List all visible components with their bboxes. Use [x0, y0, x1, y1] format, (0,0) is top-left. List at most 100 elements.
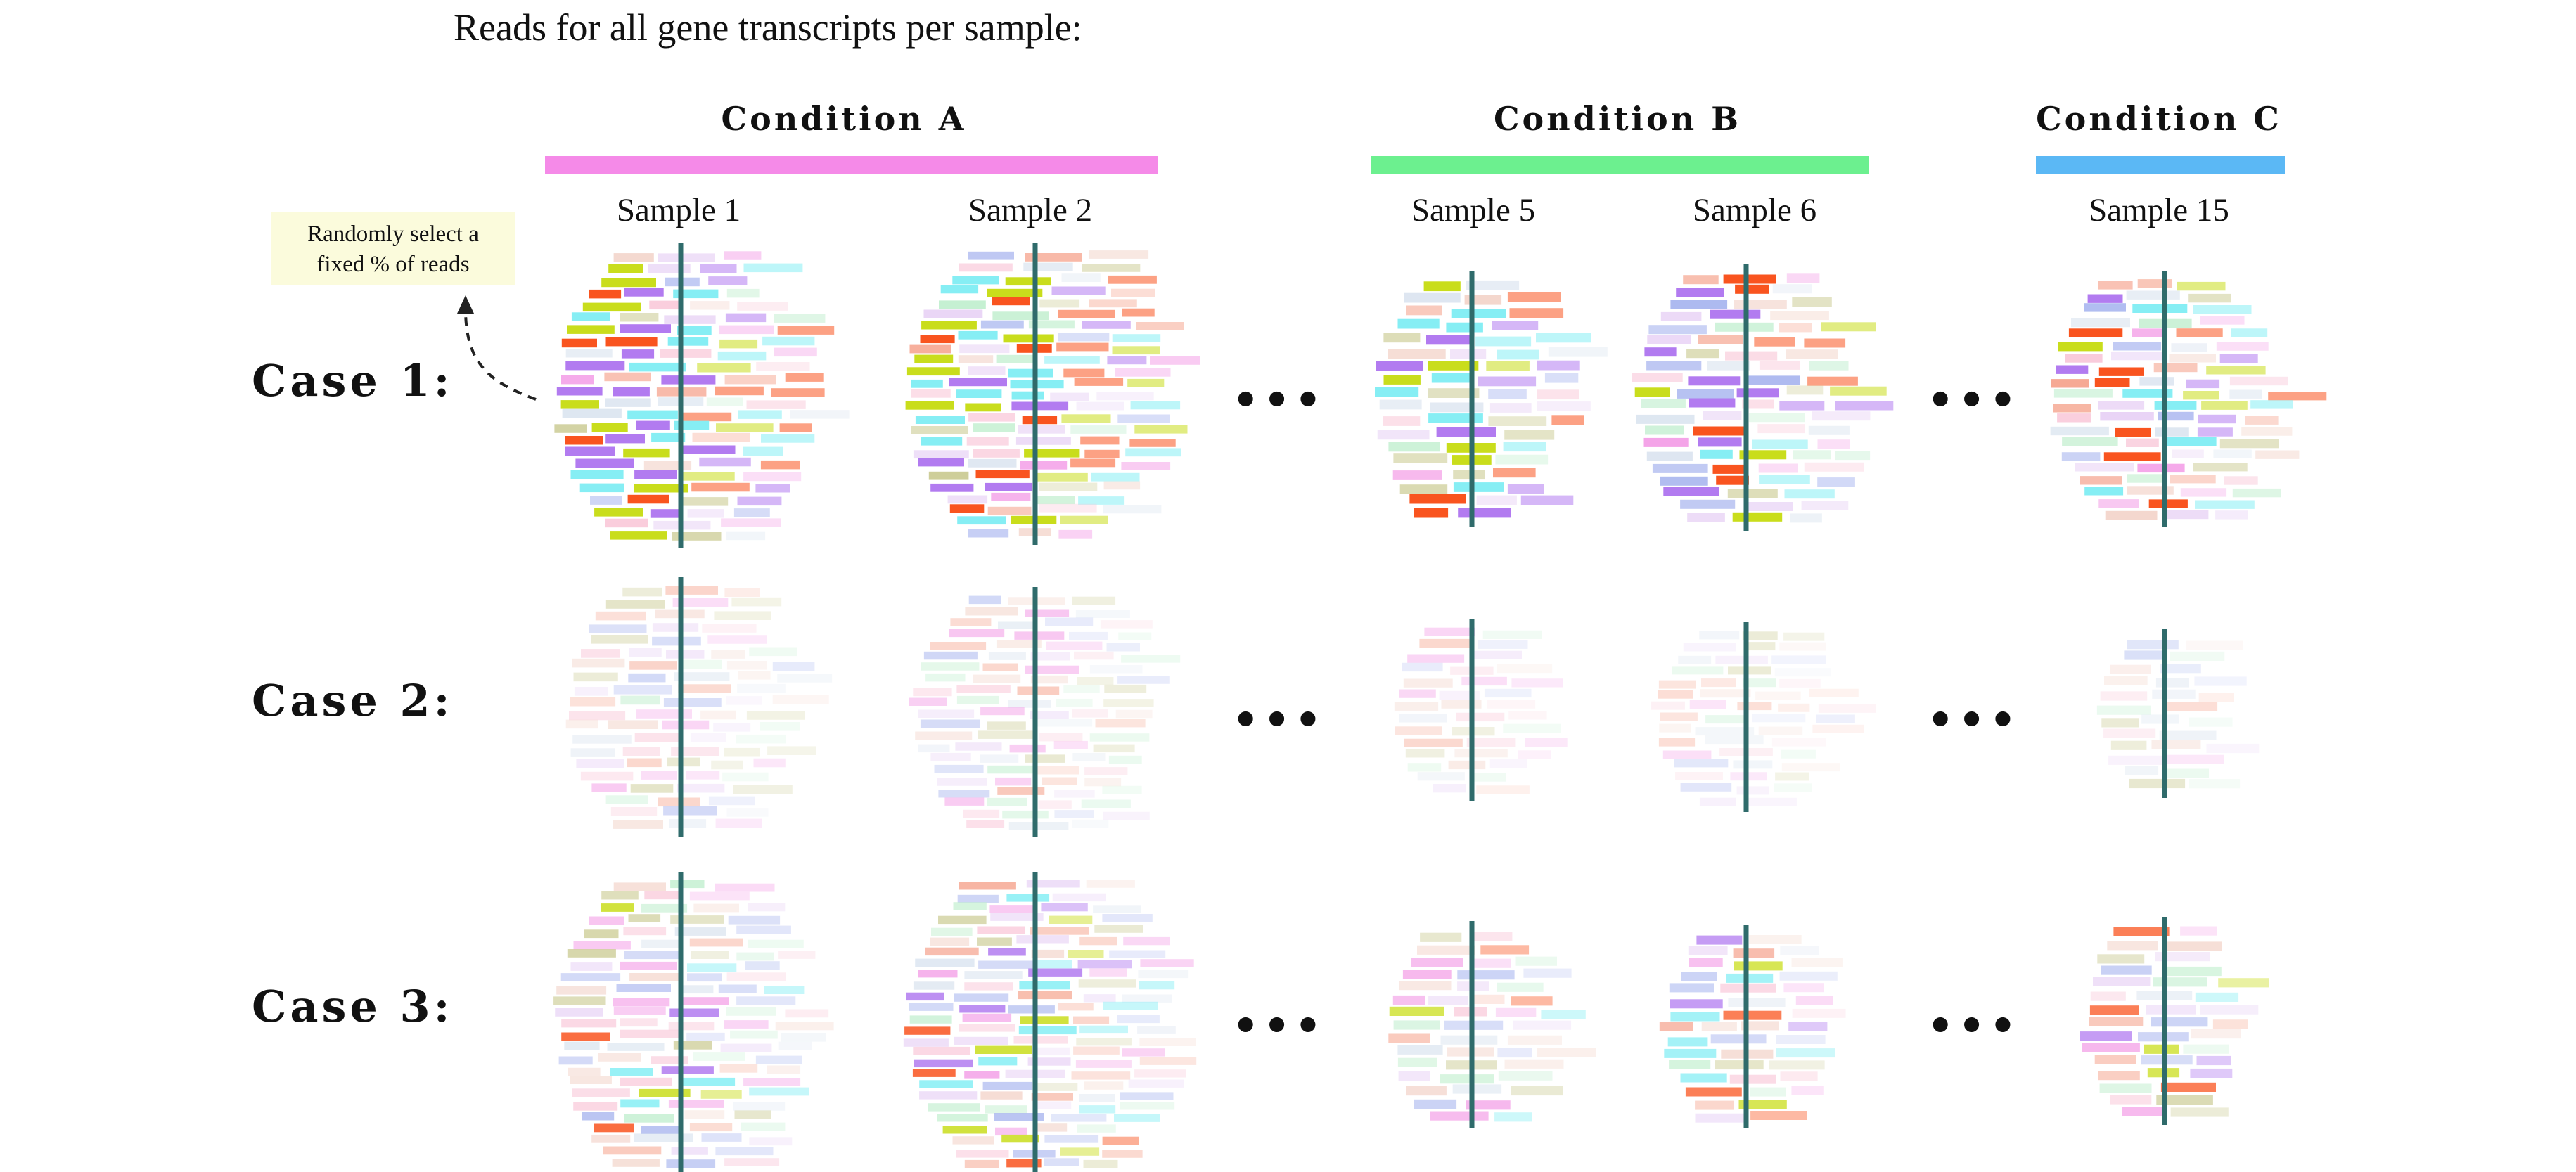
read-bar — [980, 754, 1019, 763]
read-bar — [701, 1133, 742, 1142]
read-bar — [613, 1006, 666, 1015]
read-bar — [920, 719, 980, 728]
read-bar — [1018, 1026, 1077, 1035]
read-bar — [746, 400, 806, 409]
read-bar — [674, 927, 726, 936]
read-bar — [1476, 785, 1530, 794]
read-bar — [1030, 675, 1068, 684]
read-bar — [2113, 342, 2162, 351]
read-bar — [726, 661, 767, 670]
read-bar — [1733, 948, 1775, 958]
read-bar — [574, 687, 608, 696]
read-bar — [921, 321, 977, 330]
read-bar — [918, 709, 975, 718]
read-bar — [2190, 1068, 2233, 1078]
read-bar — [1669, 1060, 1711, 1069]
read-bar — [601, 903, 634, 912]
read-bar — [1659, 1022, 1693, 1031]
read-bar — [940, 285, 979, 294]
read-bar — [1728, 666, 1771, 675]
read-bar — [1537, 401, 1591, 411]
read-bar — [1670, 999, 1723, 1009]
read-bar — [1687, 513, 1725, 522]
read-bar — [1405, 749, 1445, 758]
read-bar — [1082, 264, 1141, 272]
read-bar — [2153, 977, 2207, 987]
read-bar — [973, 674, 1021, 683]
read-bar — [1037, 960, 1072, 969]
sample-read-cluster — [1632, 264, 1894, 531]
read-bar — [2250, 400, 2293, 409]
read-bar — [1072, 709, 1108, 718]
read-bar — [1495, 1007, 1537, 1017]
read-bar — [745, 961, 780, 970]
read-bar — [1139, 981, 1175, 990]
read-bar — [624, 288, 664, 297]
read-bar — [591, 635, 648, 644]
read-bar — [2098, 281, 2133, 290]
read-bar — [743, 1078, 801, 1086]
read-bar — [1037, 766, 1079, 775]
read-bar — [1030, 652, 1070, 661]
read-bar — [1734, 300, 1787, 309]
read-bar — [589, 289, 622, 299]
read-bar — [1689, 700, 1726, 709]
read-bar — [968, 529, 1009, 538]
read-bar — [579, 483, 624, 493]
read-bar — [1094, 925, 1143, 933]
read-bar — [1046, 641, 1103, 650]
read-bar — [561, 375, 594, 385]
read-bar — [1742, 631, 1778, 640]
read-bar — [2188, 293, 2231, 303]
read-bar — [1484, 688, 1532, 698]
read-bar — [1150, 356, 1200, 365]
read-bar — [956, 1150, 1009, 1158]
read-bar — [778, 1041, 812, 1050]
read-bar — [2215, 510, 2248, 520]
read-bar — [726, 808, 769, 817]
read-bar — [639, 1088, 691, 1097]
read-bar — [669, 819, 707, 828]
read-bar — [989, 905, 1037, 913]
read-bar — [2132, 328, 2165, 337]
read-bar — [598, 1053, 641, 1062]
read-bar — [1139, 1057, 1197, 1065]
read-bar — [576, 759, 624, 768]
ellipsis: ••• — [1927, 376, 2021, 425]
read-bar — [651, 432, 686, 442]
read-bar — [1749, 935, 1802, 944]
read-bar — [649, 300, 681, 310]
read-bar — [1792, 1008, 1846, 1018]
read-bar — [2094, 378, 2130, 387]
read-bar — [959, 882, 1016, 890]
read-bar — [2167, 754, 2224, 764]
read-bar — [1448, 760, 1486, 770]
read-bar — [2115, 427, 2151, 437]
read-bar — [1034, 1123, 1068, 1132]
read-bar — [737, 496, 782, 506]
read-bar — [762, 336, 815, 346]
read-bar — [992, 297, 1030, 306]
read-bar — [2189, 717, 2233, 727]
read-bar — [913, 1046, 970, 1055]
read-bar — [1414, 1099, 1457, 1109]
read-bar — [1426, 335, 1472, 345]
read-bar — [2197, 427, 2233, 437]
read-bar — [1489, 759, 1527, 768]
read-bar — [719, 339, 758, 349]
read-bar — [1428, 388, 1480, 398]
read-bar — [582, 1112, 615, 1121]
read-bar — [1710, 1034, 1767, 1044]
read-bar — [1392, 470, 1442, 480]
read-bar — [1520, 495, 1574, 505]
read-bar — [959, 1024, 1015, 1032]
read-bar — [733, 508, 770, 517]
read-bar — [994, 1113, 1044, 1121]
read-bar — [565, 446, 615, 456]
read-bar — [914, 354, 954, 363]
read-bar — [1377, 430, 1430, 440]
read-bar — [987, 765, 1033, 774]
read-bar — [956, 685, 1011, 693]
read-bar — [1028, 968, 1083, 977]
read-bar — [1379, 399, 1422, 410]
